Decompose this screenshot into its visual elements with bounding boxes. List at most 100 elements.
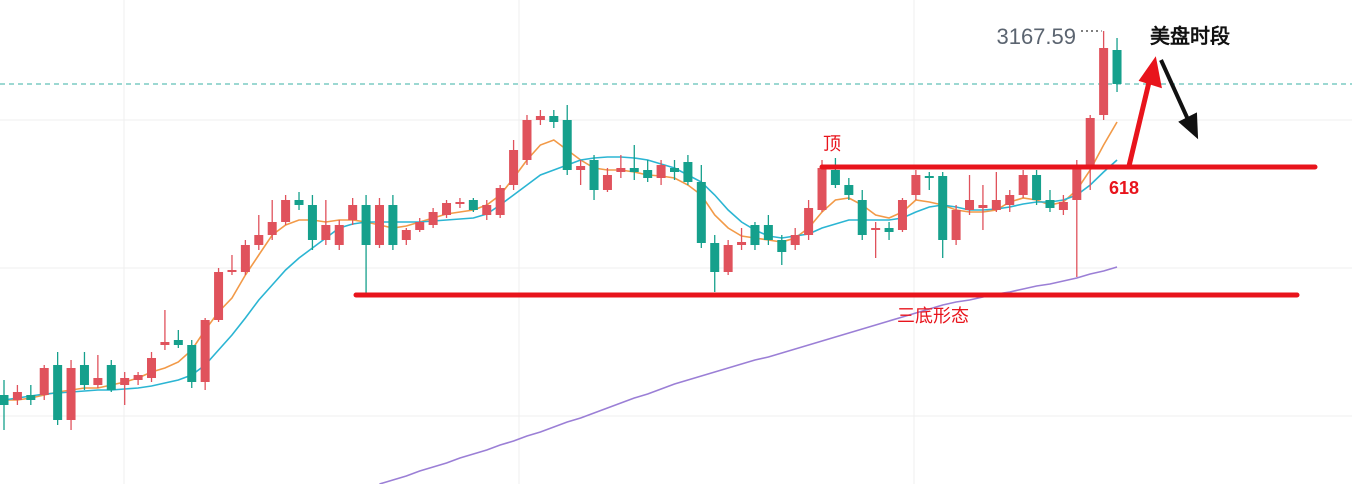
candle-body — [924, 176, 934, 178]
candle-body — [710, 243, 720, 272]
candle-body — [1018, 175, 1028, 195]
candle-body — [951, 210, 961, 240]
candle-body — [254, 235, 264, 245]
ma-lines — [0, 83, 1352, 484]
annotation-top: 顶 — [823, 134, 841, 155]
annotation-fib: 618 — [1109, 178, 1139, 198]
candle-body — [482, 205, 492, 215]
candle-body — [428, 212, 438, 225]
high-price-label: 3167.59 — [996, 24, 1076, 49]
candle-body — [1072, 165, 1082, 200]
candle-body — [361, 205, 371, 245]
candles — [0, 31, 1122, 430]
candle-body — [522, 120, 532, 160]
candle-body — [321, 225, 331, 240]
candle-body — [535, 116, 545, 120]
candle-body — [227, 270, 237, 272]
candle-body — [120, 378, 130, 385]
candle-body — [495, 188, 505, 215]
candle-body — [26, 395, 36, 400]
candle-body — [214, 272, 224, 320]
candle-body — [790, 235, 800, 245]
candle-body — [509, 150, 519, 185]
candle-body — [200, 320, 210, 382]
candle-body — [589, 160, 599, 190]
candle-body — [173, 340, 183, 345]
candle-body — [938, 176, 948, 240]
candle-body — [696, 182, 706, 243]
candle-body — [1005, 195, 1015, 205]
annotation-pattern: 三底形态 — [897, 306, 969, 327]
candle-body — [897, 200, 907, 230]
candle-body — [830, 170, 840, 185]
candle-body — [348, 205, 358, 220]
candle-body — [1112, 50, 1122, 84]
candle-body — [723, 245, 733, 272]
candle-body — [79, 365, 89, 385]
candle-body — [737, 242, 747, 245]
candle-body — [0, 395, 9, 405]
black-arrow-head — [1178, 112, 1199, 140]
candle-body — [965, 200, 975, 210]
candle-body — [884, 228, 894, 232]
candle-body — [1099, 48, 1109, 115]
candle-body — [857, 200, 867, 235]
candle-body — [656, 165, 666, 178]
candle-body — [307, 205, 317, 240]
candle-body — [66, 368, 76, 420]
candle-body — [106, 365, 116, 390]
red-arrow-head — [1138, 56, 1162, 89]
candle-body — [991, 200, 1001, 210]
candle-body — [240, 245, 250, 272]
candle-body — [817, 168, 827, 210]
candle-body — [911, 175, 921, 195]
candle-body — [670, 168, 679, 172]
candle-body — [1058, 202, 1068, 210]
ma-line — [379, 266, 1118, 484]
candle-body — [455, 202, 465, 204]
candle-body — [549, 116, 559, 122]
candle-body — [616, 168, 626, 172]
candle-body — [643, 170, 653, 178]
candle-body — [750, 225, 760, 245]
ma-line — [4, 121, 1118, 401]
candle-body — [871, 228, 881, 230]
candle-body — [844, 185, 854, 195]
candle-body — [187, 345, 197, 382]
candle-body — [160, 342, 170, 345]
candle-body — [1032, 175, 1042, 200]
candle-body — [93, 378, 103, 385]
candle-body — [334, 225, 344, 245]
red-arrow — [1126, 77, 1153, 167]
candle-body — [562, 120, 572, 170]
candle-body — [53, 365, 63, 420]
candle-body — [133, 375, 143, 380]
candle-body — [281, 200, 291, 222]
black-arrow — [1159, 59, 1192, 125]
candle-body — [763, 225, 773, 240]
candle-body — [147, 358, 157, 378]
ma-line — [3, 156, 1118, 401]
candle-body — [39, 368, 49, 395]
candle-body — [374, 205, 384, 245]
candle-body — [1085, 118, 1095, 165]
candle-body — [12, 392, 22, 400]
candle-body — [294, 200, 304, 205]
candle-body — [629, 168, 639, 172]
levels: 3167.59 — [353, 24, 1318, 298]
annotation-session: 美盘时段 — [1150, 24, 1230, 48]
candle-body — [978, 205, 988, 208]
candle-body — [576, 166, 586, 170]
candle-body — [267, 222, 277, 235]
candle-body — [683, 162, 693, 182]
candle-body — [777, 240, 787, 252]
candle-body — [401, 230, 411, 240]
candle-body — [442, 203, 452, 215]
candle-body — [602, 175, 612, 190]
arrows — [1126, 56, 1199, 167]
candle-body — [1045, 200, 1055, 208]
candle-body — [415, 222, 425, 230]
